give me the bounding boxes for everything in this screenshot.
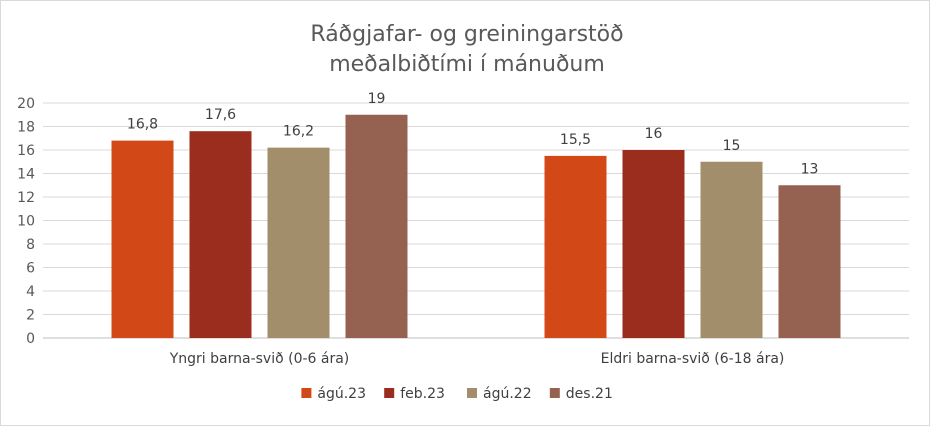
- y-tick-label: 18: [17, 120, 35, 136]
- data-label: 16: [645, 126, 663, 142]
- y-tick-label: 6: [26, 261, 35, 277]
- y-tick-label: 16: [17, 143, 35, 159]
- bar: [544, 155, 607, 338]
- y-tick-label: 2: [26, 308, 35, 324]
- legend-label: ágú.22: [483, 386, 532, 402]
- y-tick-label: 20: [17, 96, 35, 112]
- x-axis-categories: Yngri barna-svið (0-6 ára) Eldri barna-sv…: [169, 351, 785, 367]
- legend-label: ágú.23: [317, 386, 366, 402]
- bar: [622, 150, 685, 338]
- data-label: 16,8: [127, 117, 158, 133]
- legend-swatch: [549, 388, 560, 398]
- bar: [345, 114, 408, 338]
- legend-label: des.21: [566, 386, 613, 402]
- bar: [111, 140, 174, 338]
- category-label: Yngri barna-svið (0-6 ára): [169, 351, 350, 367]
- gridlines: [43, 102, 909, 339]
- category-label: Eldri barna-svið (6-18 ára): [601, 351, 785, 367]
- legend: ágú.23 feb.23 ágú.22 des.21: [301, 386, 613, 402]
- bar: [700, 161, 763, 338]
- y-tick-label: 12: [17, 190, 35, 206]
- legend-swatch: [301, 388, 312, 398]
- bar: [189, 131, 252, 338]
- data-label: 16,2: [283, 124, 314, 140]
- y-axis-ticks: 0 2 4 6 8 10 12 14 16 18 20: [17, 96, 35, 347]
- bar: [267, 147, 330, 338]
- chart-title: Ráðgjafar- og greiningarstöð: [310, 22, 623, 47]
- chart-subtitle: meðalbiðtími í mánuðum: [329, 52, 605, 77]
- bars: [111, 114, 841, 338]
- legend-label: feb.23: [400, 386, 445, 402]
- y-tick-label: 14: [17, 167, 35, 183]
- data-label: 17,6: [205, 107, 236, 123]
- legend-swatch: [384, 388, 395, 398]
- legend-swatch: [467, 388, 477, 398]
- y-tick-label: 0: [26, 331, 35, 347]
- y-tick-label: 10: [17, 214, 35, 230]
- data-label: 15,5: [560, 132, 591, 148]
- data-label: 19: [368, 91, 386, 107]
- data-labels: 16,8 17,6 16,2 19 15,5 16 15 13: [127, 91, 819, 178]
- data-label: 13: [801, 161, 819, 177]
- y-tick-label: 4: [26, 284, 35, 300]
- y-tick-label: 8: [26, 237, 35, 253]
- data-label: 15: [723, 138, 741, 154]
- bar: [778, 185, 841, 338]
